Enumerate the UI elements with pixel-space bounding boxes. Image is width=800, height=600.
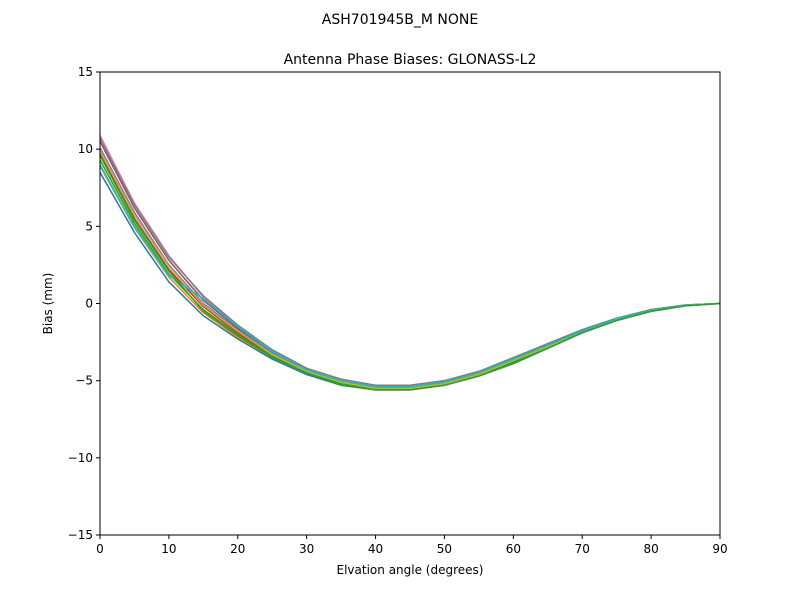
series-line-10 <box>99 164 721 388</box>
x-tick-label: 50 <box>437 542 452 556</box>
x-tick-label: 30 <box>299 542 314 556</box>
x-tick-label: 70 <box>575 542 590 556</box>
y-tick-label: 10 <box>78 142 93 156</box>
series-line-3 <box>99 159 721 390</box>
y-tick-label: −15 <box>68 528 93 542</box>
x-tick-label: 40 <box>368 542 383 556</box>
series-line-6 <box>99 141 721 388</box>
series-line-1 <box>99 171 721 391</box>
x-tick-label: 10 <box>161 542 176 556</box>
y-tick-label: −5 <box>75 374 93 388</box>
series-line-9 <box>99 150 721 390</box>
series-line-7 <box>99 134 721 387</box>
x-tick-label: 20 <box>230 542 245 556</box>
series-line-11 <box>99 154 721 391</box>
series-line-4 <box>99 153 721 390</box>
series-line-8 <box>99 138 721 387</box>
y-tick-label: 15 <box>78 65 93 79</box>
y-axis-ticks: 15 10 5 0 −5 −10 −15 <box>68 65 100 542</box>
y-axis-label: Bias (mm) <box>41 273 55 335</box>
x-tick-label: 80 <box>643 542 658 556</box>
y-tick-label: −10 <box>68 451 93 465</box>
x-tick-label: 0 <box>96 542 104 556</box>
x-axis-ticks: 0 10 20 30 40 50 60 70 80 90 <box>96 535 728 556</box>
x-axis-label: Elvation angle (degrees) <box>337 563 484 577</box>
x-tick-label: 60 <box>506 542 521 556</box>
x-tick-label: 90 <box>712 542 727 556</box>
series-line-2 <box>99 165 721 391</box>
chart-suptitle: ASH701945B_M NONE <box>322 12 478 28</box>
series-line-5 <box>99 147 721 388</box>
plot-frame <box>99 71 721 536</box>
y-tick-label: 0 <box>85 297 93 311</box>
chart-title: Antenna Phase Biases: GLONASS-L2 <box>284 52 537 68</box>
y-tick-label: 5 <box>85 219 93 233</box>
series-layer <box>99 134 721 391</box>
